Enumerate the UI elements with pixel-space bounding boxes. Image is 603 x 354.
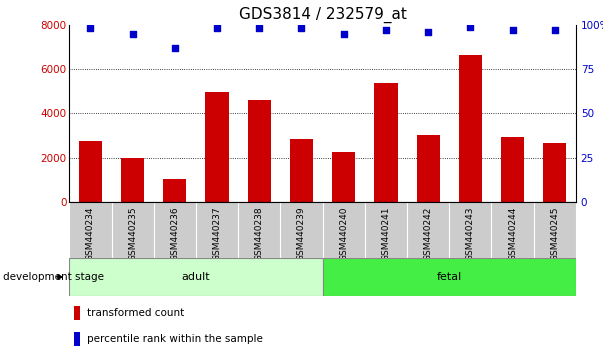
- Point: [170, 45, 180, 51]
- Point: [86, 25, 95, 31]
- Text: GSM440239: GSM440239: [297, 206, 306, 261]
- Text: percentile rank within the sample: percentile rank within the sample: [87, 333, 264, 344]
- Text: GSM440243: GSM440243: [466, 206, 475, 261]
- Bar: [74, 306, 80, 320]
- Bar: [163, 178, 186, 202]
- Text: GSM440238: GSM440238: [255, 206, 264, 261]
- Bar: [74, 332, 80, 346]
- Point: [550, 27, 560, 33]
- Bar: [290, 139, 313, 202]
- Bar: [374, 84, 397, 202]
- Bar: [459, 55, 482, 202]
- Text: GSM440245: GSM440245: [551, 206, 559, 261]
- Point: [212, 25, 222, 31]
- Text: GSM440235: GSM440235: [128, 206, 137, 261]
- Text: transformed count: transformed count: [87, 308, 185, 318]
- Text: GSM440241: GSM440241: [382, 206, 390, 261]
- Point: [466, 24, 475, 29]
- Text: adult: adult: [182, 272, 210, 282]
- Text: GSM440242: GSM440242: [424, 206, 432, 261]
- FancyBboxPatch shape: [323, 258, 576, 296]
- Point: [508, 27, 517, 33]
- Bar: [248, 100, 271, 202]
- Title: GDS3814 / 232579_at: GDS3814 / 232579_at: [239, 7, 406, 23]
- Bar: [79, 141, 102, 202]
- Bar: [417, 136, 440, 202]
- FancyBboxPatch shape: [69, 258, 323, 296]
- Bar: [543, 143, 566, 202]
- Point: [297, 25, 306, 31]
- Point: [423, 29, 433, 35]
- Point: [128, 31, 137, 36]
- Bar: [501, 137, 524, 202]
- Point: [254, 25, 264, 31]
- Text: GSM440240: GSM440240: [339, 206, 348, 261]
- Point: [381, 27, 391, 33]
- Point: [339, 31, 349, 36]
- Text: GSM440234: GSM440234: [86, 206, 95, 261]
- Bar: [332, 152, 355, 202]
- Bar: [121, 158, 144, 202]
- Text: GSM440237: GSM440237: [213, 206, 221, 261]
- Text: GSM440236: GSM440236: [171, 206, 179, 261]
- Bar: [206, 92, 229, 202]
- Text: GSM440244: GSM440244: [508, 206, 517, 261]
- Text: development stage: development stage: [3, 272, 104, 282]
- Text: fetal: fetal: [437, 272, 462, 282]
